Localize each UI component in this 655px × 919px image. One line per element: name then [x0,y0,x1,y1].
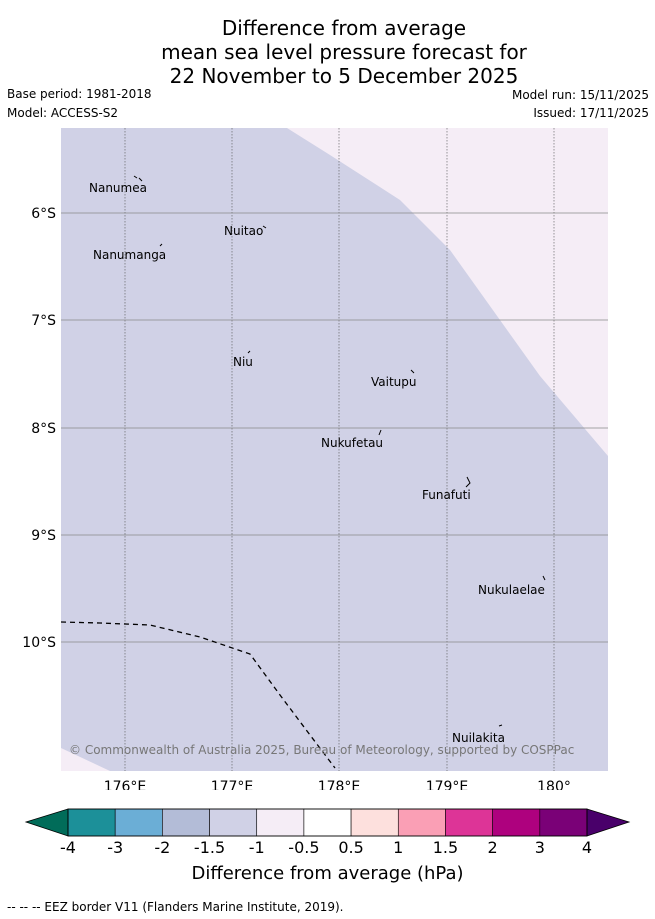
base-period: Base period: 1981-2018 [7,87,152,101]
map-panel: Nanumea Nuitao Nanumanga Niu Vaitupu Nuk… [22,128,608,790]
colorbar-tick-label: -1.5 [193,838,226,857]
model-run: Model run: 15/11/2025 [511,88,649,102]
place-label-vaitupu: Vaitupu [371,375,417,389]
lon-label-178e: 178°E [318,779,361,790]
copyright-notice: © Commonwealth of Australia 2025, Bureau… [69,743,574,757]
model-name: Model: ACCESS-S2 [7,106,119,120]
colorbar-segment [492,808,541,837]
colorbar-tick-label: 2 [487,838,498,857]
colorbar-tick-label: -3 [107,838,124,857]
place-label-nanumea: Nanumea [89,181,147,195]
colorbar-tick-label: -0.5 [288,838,320,857]
eez-border-line [61,621,336,769]
colorbar-tick-label: 1 [393,838,404,857]
island-shapes [133,175,546,727]
place-label-nukulaelae: Nukulaelae [478,583,545,597]
colorbar-title: Difference from average (hPa) [191,863,464,884]
title-line-2: mean sea level pressure forecast for [161,40,527,64]
lon-label-179e: 179°E [426,779,469,790]
colorbar-segment [445,808,493,837]
longitude-gridlines [124,128,555,771]
title-line-1: Difference from average [221,16,467,40]
lon-label-176e: 176°E [104,779,147,790]
colorbar-under-arrow [24,808,69,837]
title-line-3: 22 November to 5 December 2025 [169,64,519,88]
lat-label-9s: 9°S [31,528,56,544]
colorbar-tick-label: -4 [60,838,76,857]
lat-label-8s: 8°S [31,421,56,437]
colorbar-segment [303,808,352,837]
colorbar-segment [256,808,305,837]
lat-label-10s: 10°S [22,635,56,651]
eez-legend-note: -- -- -- EEZ border V11 (Flanders Marine… [7,900,344,914]
lon-label-177e: 177°E [211,779,254,790]
lat-label-7s: 7°S [31,313,56,329]
lat-label-6s: 6°S [31,206,56,222]
colorbar-segment [397,808,446,837]
colorbar-tick-label: -2 [154,838,171,857]
place-label-nukufetau: Nukufetau [321,436,383,450]
colorbar-tick-label: -1 [248,838,265,857]
colorbar-tick-label: 0.5 [338,838,364,857]
colorbar-frame [67,808,588,837]
lon-label-180: 180° [537,779,571,790]
map-title: Difference from average mean sea level p… [0,16,655,88]
colorbar-tick-label: 3 [534,838,545,857]
colorbar-tick-label: 1.5 [432,838,459,857]
colorbar-segment [114,808,163,837]
colorbar-segment [350,808,399,837]
latitude-gridlines [61,212,608,643]
place-label-nuitao: Nuitao [224,224,263,238]
colorbar-segment [67,808,116,837]
issued-date: Issued: 17/11/2025 [533,106,649,120]
place-label-nanumanga: Nanumanga [93,248,166,262]
anomaly-fill-light [287,128,608,456]
colorbar-segment [162,808,210,837]
colorbar-tick-label: 4 [581,838,593,857]
colorbar-segment [209,808,258,837]
anomaly-fill-light-corner [61,748,110,771]
place-label-funafuti: Funafuti [422,488,471,502]
colorbar-segment [539,808,588,837]
place-label-nuilakita: Nuilakita [452,731,505,745]
colorbar-over-arrow [586,808,631,837]
place-label-niu: Niu [233,355,253,369]
